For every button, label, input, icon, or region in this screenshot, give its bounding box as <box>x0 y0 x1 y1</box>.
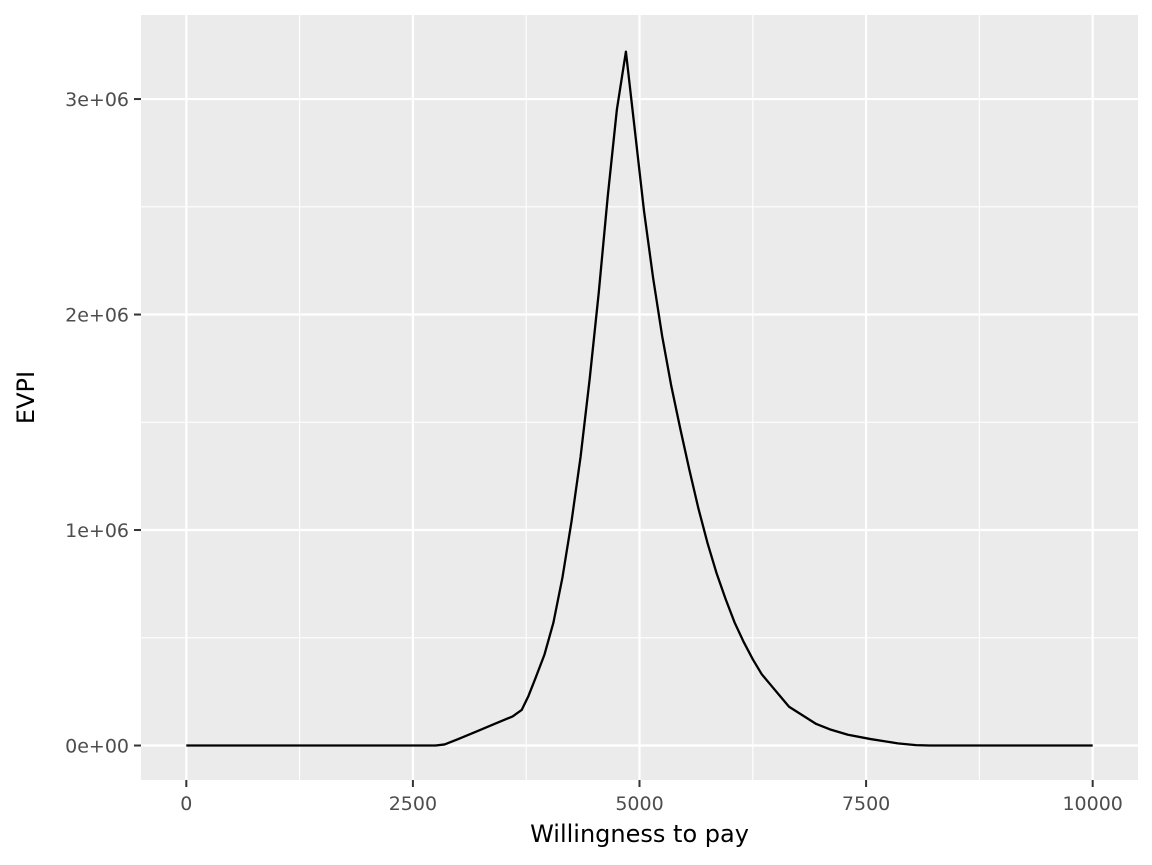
series-layer <box>186 50 1093 747</box>
x-tick-label: 10000 <box>1062 793 1122 815</box>
y-tick-label: 1e+06 <box>65 520 129 542</box>
x-tick-label: 7500 <box>842 793 890 815</box>
x-tick-label: 2500 <box>389 793 437 815</box>
y-tick-label: 0e+00 <box>65 736 129 758</box>
x-tick-label: 5000 <box>615 793 663 815</box>
y-axis-title: EVPI <box>12 371 40 424</box>
evpi-series-line <box>186 50 1093 747</box>
axis-ticks <box>134 98 1094 787</box>
x-tick-labels: 0 2500 5000 7500 10000 <box>180 793 1123 815</box>
y-tick-label: 2e+06 <box>65 305 129 327</box>
y-tick-label: 3e+06 <box>65 89 129 111</box>
y-tick-labels: 0e+00 1e+06 2e+06 3e+06 <box>65 89 129 757</box>
x-tick-label: 0 <box>180 793 192 815</box>
x-axis-title: Willingness to pay <box>530 820 749 848</box>
